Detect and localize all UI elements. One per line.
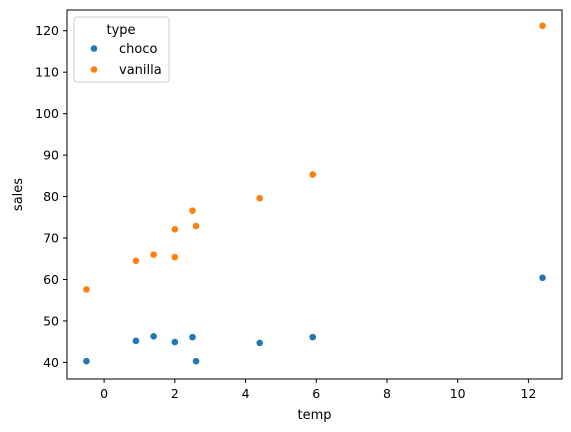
legend-marker-vanilla	[90, 65, 98, 74]
y-tick-label: 50	[43, 313, 59, 328]
y-tick-label: 120	[35, 23, 59, 38]
y-tick-label: 60	[43, 272, 59, 287]
y-axis-label: sales	[11, 178, 26, 211]
x-tick-label: 2	[171, 386, 179, 401]
point-vanilla	[255, 194, 264, 203]
point-choco	[255, 339, 264, 347]
point-choco	[192, 357, 200, 366]
y-tick-label: 100	[35, 106, 59, 121]
point-vanilla	[192, 222, 200, 230]
legend-label-choco: choco	[119, 42, 157, 57]
point-choco	[538, 273, 547, 282]
point-choco	[82, 357, 91, 366]
x-tick-label: 0	[100, 386, 108, 401]
point-choco	[149, 332, 158, 341]
point-vanilla	[149, 250, 158, 259]
legend-title: type	[106, 23, 135, 38]
y-tick-label: 90	[43, 148, 59, 163]
legend-marker-choco	[90, 44, 98, 53]
y-tick-label: 40	[43, 355, 59, 370]
point-vanilla	[188, 206, 197, 215]
point-choco	[188, 333, 197, 342]
plot-frame	[66, 9, 563, 380]
point-vanilla	[538, 21, 547, 30]
x-tick-label: 6	[312, 386, 320, 401]
legend: type choco vanilla	[73, 16, 170, 83]
x-tick-label: 8	[383, 386, 391, 401]
point-choco	[308, 333, 317, 342]
legend-label-vanilla: vanilla	[119, 63, 162, 78]
x-tick-label: 4	[242, 386, 250, 401]
axis-ticks: 0 2 4 6 8 10 12 40 50 60 70 80 90 100 110 120	[35, 23, 536, 401]
x-axis-label: temp	[297, 408, 331, 423]
y-tick-label: 110	[35, 65, 59, 80]
point-vanilla	[308, 170, 317, 179]
legend-box	[73, 16, 170, 83]
point-vanilla	[170, 225, 179, 234]
point-vanilla	[82, 285, 91, 294]
point-choco	[170, 338, 179, 346]
point-vanilla	[132, 256, 140, 265]
x-tick-label: 10	[450, 386, 466, 401]
data-points	[82, 21, 547, 366]
point-vanilla	[170, 253, 179, 262]
y-tick-label: 80	[43, 189, 59, 204]
x-tick-label: 12	[520, 386, 536, 401]
y-tick-label: 70	[43, 231, 59, 246]
point-choco	[132, 336, 140, 345]
